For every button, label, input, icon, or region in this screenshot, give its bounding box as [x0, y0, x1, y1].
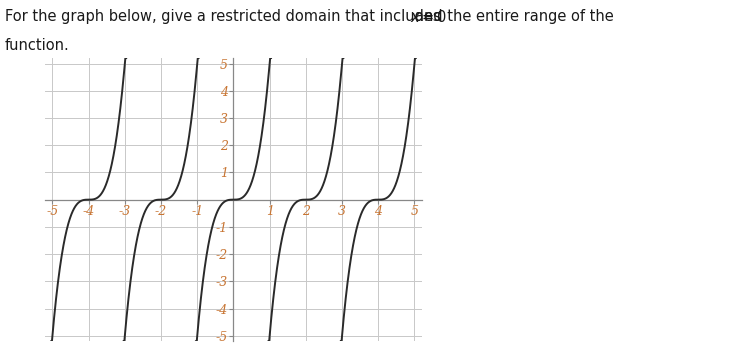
- Text: For the graph below, give a restricted domain that includes: For the graph below, give a restricted d…: [5, 9, 445, 24]
- Text: $x = 0$: $x = 0$: [410, 9, 448, 25]
- Text: and the entire range of the: and the entire range of the: [415, 9, 614, 24]
- Text: function.: function.: [5, 38, 69, 53]
